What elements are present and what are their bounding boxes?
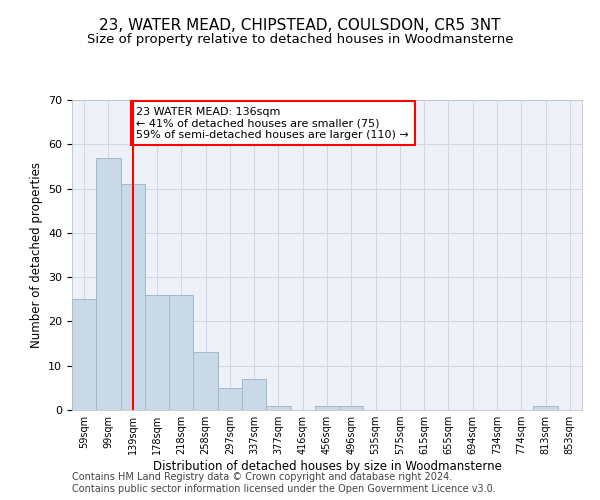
Bar	[72, 300, 96, 410]
Bar	[339, 406, 364, 410]
Bar	[266, 406, 290, 410]
Bar	[242, 379, 266, 410]
Bar	[169, 295, 193, 410]
Bar	[533, 406, 558, 410]
Text: 23, WATER MEAD, CHIPSTEAD, COULSDON, CR5 3NT: 23, WATER MEAD, CHIPSTEAD, COULSDON, CR5…	[99, 18, 501, 32]
Text: Contains HM Land Registry data © Crown copyright and database right 2024.: Contains HM Land Registry data © Crown c…	[72, 472, 452, 482]
Bar	[121, 184, 145, 410]
Bar	[96, 158, 121, 410]
Text: Size of property relative to detached houses in Woodmansterne: Size of property relative to detached ho…	[87, 32, 513, 46]
Bar	[145, 295, 169, 410]
X-axis label: Distribution of detached houses by size in Woodmansterne: Distribution of detached houses by size …	[152, 460, 502, 473]
Bar	[218, 388, 242, 410]
Text: Contains public sector information licensed under the Open Government Licence v3: Contains public sector information licen…	[72, 484, 496, 494]
Bar	[193, 352, 218, 410]
Text: 23 WATER MEAD: 136sqm
← 41% of detached houses are smaller (75)
59% of semi-deta: 23 WATER MEAD: 136sqm ← 41% of detached …	[136, 106, 409, 140]
Bar	[315, 406, 339, 410]
Y-axis label: Number of detached properties: Number of detached properties	[29, 162, 43, 348]
